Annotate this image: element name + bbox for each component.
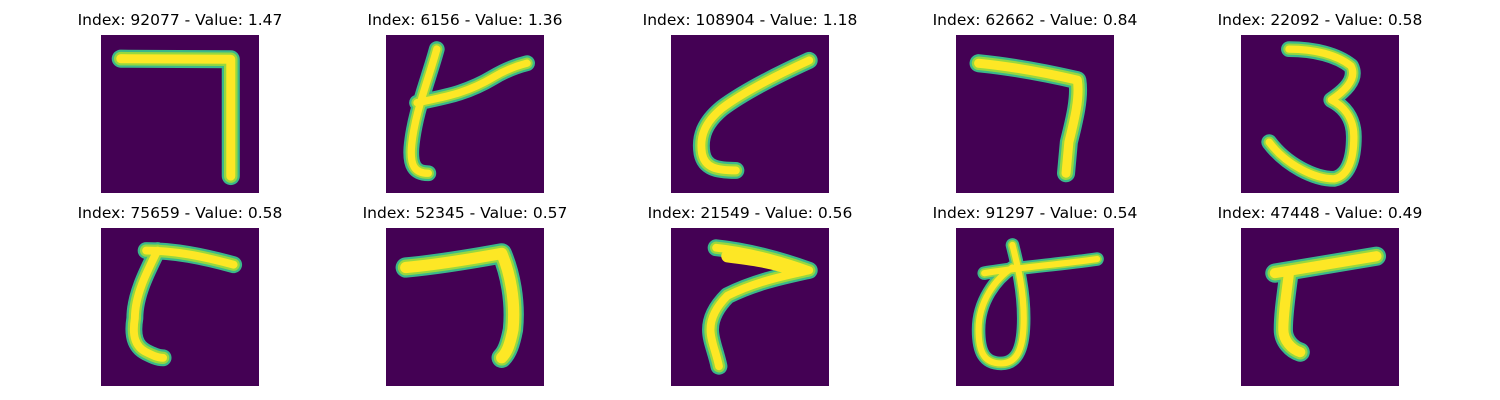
glyph-strokes — [1265, 246, 1387, 362]
digit-image — [386, 228, 544, 386]
digit-glyph-open-curve — [702, 239, 818, 375]
digit-image — [671, 35, 829, 193]
digit-panel: Index: 52345 - Value: 0.57 — [350, 193, 580, 386]
digit-panel: Index: 108904 - Value: 1.18 — [635, 0, 865, 193]
digit-glyph-three — [1261, 41, 1362, 187]
panel-title: Index: 92077 - Value: 1.47 — [77, 11, 283, 29]
digit-glyph-seven — [111, 49, 240, 186]
digit-glyph-open-curve — [1265, 246, 1387, 362]
digit-glyph-loop — [971, 238, 1104, 371]
panel-title: Index: 22092 - Value: 0.58 — [1217, 11, 1423, 29]
digit-image — [101, 35, 259, 193]
digit-image — [956, 228, 1114, 386]
digit-image — [386, 35, 544, 193]
digit-panel: Index: 21549 - Value: 0.56 — [635, 193, 865, 386]
digit-glyph-crossed-stroke — [403, 41, 535, 182]
panel-title: Index: 47448 - Value: 0.49 — [1217, 204, 1423, 222]
panel-title: Index: 6156 - Value: 1.36 — [367, 11, 563, 29]
digit-image — [1241, 35, 1399, 193]
digit-panel: Index: 22092 - Value: 0.58 — [1205, 0, 1435, 193]
digit-image — [956, 35, 1114, 193]
digit-glyph-open-curve — [692, 51, 818, 179]
glyph-strokes — [969, 54, 1088, 183]
glyph-strokes — [111, 49, 240, 186]
panel-title: Index: 75659 - Value: 0.58 — [77, 204, 283, 222]
digit-glyph-seven — [969, 54, 1088, 183]
digit-image — [1241, 228, 1399, 386]
glyph-strokes — [1261, 41, 1362, 187]
digit-panel: Index: 47448 - Value: 0.49 — [1205, 193, 1435, 386]
panel-title: Index: 62662 - Value: 0.84 — [932, 11, 1138, 29]
digit-glyph-open-curve — [125, 242, 243, 367]
glyph-strokes — [702, 239, 818, 375]
digit-panel: Index: 91297 - Value: 0.54 — [920, 193, 1150, 386]
glyph-strokes — [692, 51, 818, 179]
digit-panel: Index: 92077 - Value: 1.47 — [65, 0, 295, 193]
digit-panel: Index: 62662 - Value: 0.84 — [920, 0, 1150, 193]
digit-panel: Index: 6156 - Value: 1.36 — [350, 0, 580, 193]
panel-title: Index: 108904 - Value: 1.18 — [642, 11, 858, 29]
glyph-strokes — [971, 238, 1104, 371]
digit-panel: Index: 75659 - Value: 0.58 — [65, 193, 295, 386]
glyph-strokes — [125, 242, 243, 367]
panel-title: Index: 91297 - Value: 0.54 — [932, 204, 1138, 222]
glyph-strokes — [403, 41, 535, 182]
panel-title: Index: 52345 - Value: 0.57 — [362, 204, 568, 222]
panel-title: Index: 21549 - Value: 0.56 — [647, 204, 853, 222]
glyph-strokes — [395, 243, 524, 368]
digit-image — [671, 228, 829, 386]
digit-glyph-seven — [395, 243, 524, 368]
digit-image — [101, 228, 259, 386]
